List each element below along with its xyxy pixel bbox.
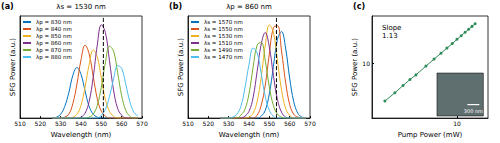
svg-text:SFG Power (a.u.): SFG Power (a.u.) <box>177 38 185 96</box>
svg-text:λp = 840 nm: λp = 840 nm <box>36 26 72 33</box>
svg-text:(b): (b) <box>169 2 182 11</box>
svg-text:λs = 1570 nm: λs = 1570 nm <box>204 19 243 25</box>
svg-text:540: 540 <box>243 120 255 127</box>
svg-text:λs = 1510 nm: λs = 1510 nm <box>204 40 243 46</box>
svg-text:510: 510 <box>182 120 194 127</box>
svg-text:λs = 1530 nm: λs = 1530 nm <box>56 3 106 11</box>
svg-text:570: 570 <box>136 120 148 127</box>
svg-text:SFG Power (a.u.): SFG Power (a.u.) <box>351 38 359 96</box>
svg-text:10: 10 <box>362 60 370 67</box>
svg-text:λs = 1490 nm: λs = 1490 nm <box>204 47 243 53</box>
svg-text:(c): (c) <box>353 2 365 11</box>
svg-text:Wavelength (nm): Wavelength (nm) <box>219 131 280 139</box>
svg-text:SFG Power (a.u.): SFG Power (a.u.) <box>9 38 17 96</box>
svg-text:Wavelength (nm): Wavelength (nm) <box>51 131 112 139</box>
svg-text:λp = 870 nm: λp = 870 nm <box>36 47 72 54</box>
svg-text:λp = 850 nm: λp = 850 nm <box>36 33 72 40</box>
svg-text:λs = 1470 nm: λs = 1470 nm <box>204 54 243 60</box>
svg-text:λp = 830 nm: λp = 830 nm <box>36 19 72 26</box>
svg-text:530: 530 <box>223 120 235 127</box>
svg-text:λp = 880 nm: λp = 880 nm <box>36 54 72 61</box>
svg-text:570: 570 <box>304 120 316 127</box>
svg-text:560: 560 <box>284 120 296 127</box>
svg-text:520: 520 <box>35 120 47 127</box>
svg-text:550: 550 <box>264 120 276 127</box>
svg-text:300 nm: 300 nm <box>464 108 483 114</box>
svg-text:λp = 860 nm: λp = 860 nm <box>226 3 272 11</box>
svg-text:Slope: Slope <box>382 24 401 32</box>
svg-text:510: 510 <box>14 120 26 127</box>
svg-text:540: 540 <box>75 120 87 127</box>
svg-text:560: 560 <box>116 120 128 127</box>
svg-text:550: 550 <box>96 120 108 127</box>
svg-text:(a): (a) <box>1 2 14 11</box>
svg-text:10: 10 <box>453 120 461 127</box>
svg-text:530: 530 <box>55 120 67 127</box>
svg-text:λp = 860 nm: λp = 860 nm <box>36 40 72 47</box>
svg-text:λs = 1530 nm: λs = 1530 nm <box>204 33 243 39</box>
svg-text:λs = 1550 nm: λs = 1550 nm <box>204 26 243 32</box>
svg-text:Pump Power (mW): Pump Power (mW) <box>398 131 463 139</box>
svg-text:1.13: 1.13 <box>382 32 398 40</box>
svg-text:520: 520 <box>203 120 215 127</box>
